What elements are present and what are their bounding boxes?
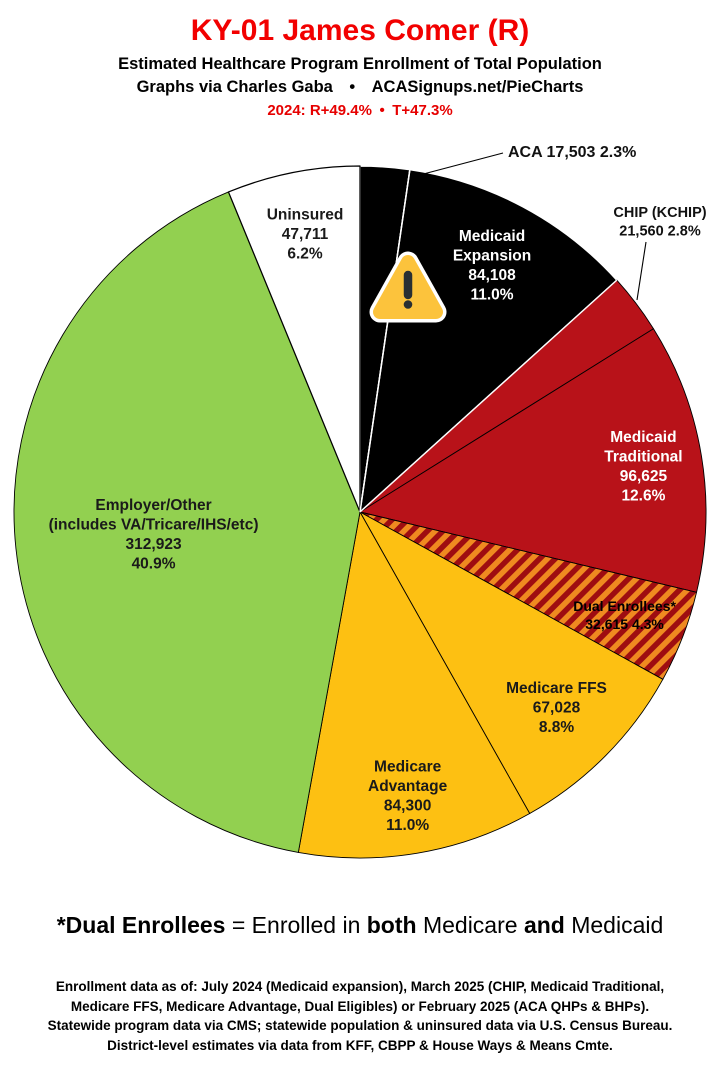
pie-label-chip: CHIP (KCHIP) 21,560 2.8% — [613, 205, 706, 240]
pie-label-aca: ACA 17,503 2.3% — [508, 144, 636, 161]
footnote-part: Medicaid — [564, 912, 664, 938]
footnote-part: both — [366, 912, 417, 938]
pie-slice-medicare-advantage — [297, 511, 531, 859]
slice-separator-line — [359, 169, 411, 513]
footnote-part: Medicare — [416, 912, 524, 938]
pie-label-medicare-advantage: Medicare Advantage 84,300 11.0% — [368, 758, 448, 834]
pie-label-employer-other: Employer/Other (includes VA/Tricare/IHS/e… — [49, 497, 259, 573]
pie-label-uninsured: Uninsured 47,711 6.2% — [267, 207, 344, 263]
pie-label-medicaid-traditional: Medicaid Traditional 96,625 12.6% — [604, 429, 682, 505]
pie-slice-medicaid-traditional — [359, 328, 707, 593]
footnote-part: *Dual Enrollees — [56, 912, 226, 938]
footer-line: District-level estimates via data from K… — [107, 1037, 613, 1053]
header: KY-01 James Comer (R) Estimated Healthca… — [0, 0, 720, 119]
data-sources-note: Enrollment data as of: July 2024 (Medica… — [0, 977, 720, 1055]
leader-line-aca — [411, 152, 504, 178]
partisan-lean-line: 2024: R+49.4% • T+47.3% — [267, 102, 453, 119]
pie-slice-employer-other — [13, 191, 361, 853]
credit-line: Graphs via Charles Gaba • ACASignups.net… — [136, 78, 584, 96]
slice-separator-line — [359, 279, 618, 513]
dual-enrollees-footnote: *Dual Enrollees = Enrolled in both Medic… — [0, 912, 720, 939]
footnote-part: = Enrolled in — [225, 912, 367, 938]
pie-slice-medicaid-expansion — [359, 168, 618, 513]
pie-slice-uninsured — [227, 165, 361, 513]
footer-line: Medicare FFS, Medicare Advantage, Dual E… — [70, 998, 650, 1014]
footer-line: Statewide program data via CMS; statewid… — [47, 1018, 673, 1033]
chart-subtitle: Estimated Healthcare Program Enrollment … — [118, 55, 602, 73]
leader-line-chip — [636, 241, 647, 301]
pie-chart: ACA 17,503 2.3% Medicaid Expansion 84,108 11… — [13, 144, 707, 859]
pie-label-medicaid-expansion: Medicaid Expansion 84,108 11.0% — [453, 228, 531, 304]
footnote-part: and — [523, 912, 565, 938]
page-title: KY-01 James Comer (R) — [190, 14, 530, 47]
pie-slice-medicare-ffs — [359, 511, 664, 814]
pie-label-medicare-ffs: Medicare FFS 67,028 8.8% — [506, 680, 607, 736]
pie-label-dual-enrollees: Dual Enrollees* 32,615 4.3% — [573, 598, 676, 632]
warning-icon — [369, 251, 447, 323]
footer-line: Enrollment data as of: July 2024 (Medica… — [55, 979, 665, 994]
